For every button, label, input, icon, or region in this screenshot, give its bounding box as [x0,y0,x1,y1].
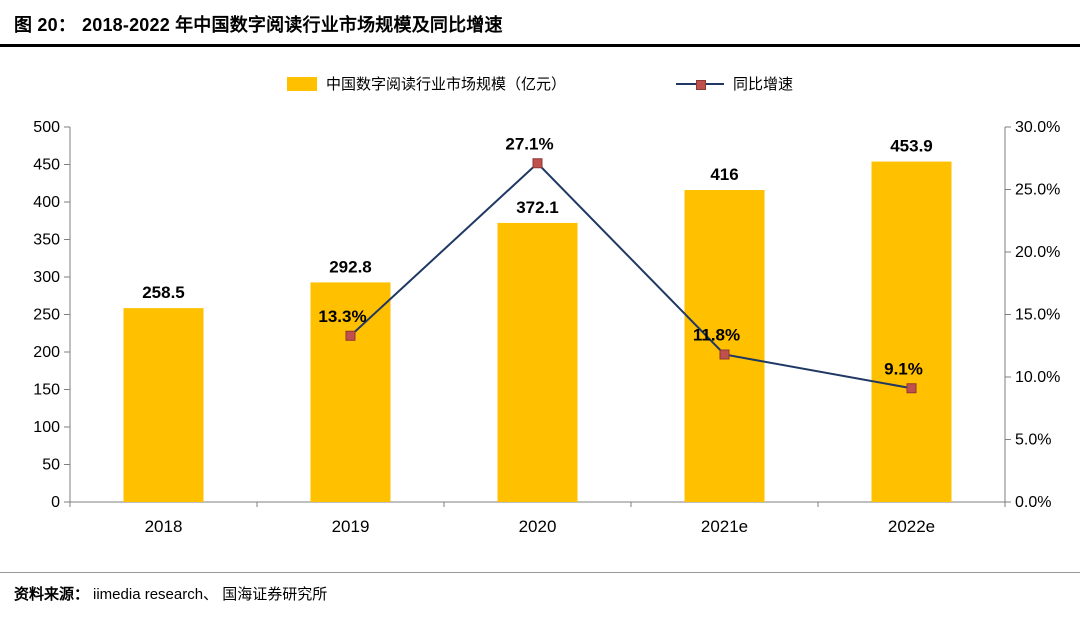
right-axis-tick-label: 15.0% [1015,307,1060,324]
legend-item-line: 同比增速 [676,73,793,94]
right-axis-tick-label: 25.0% [1015,182,1060,199]
left-axis-tick-label: 400 [33,194,60,211]
category-label-2018: 2018 [145,517,183,536]
bar-value-label-2018: 258.5 [142,283,185,302]
bar-2021e [684,190,765,502]
category-label-2022e: 2022e [888,517,935,536]
line-value-label-2019: 13.3% [318,307,366,326]
line-marker-2021e [719,349,730,360]
line-value-label-2022e: 9.1% [884,359,923,378]
legend-line-label: 同比增速 [733,76,794,93]
source-prefix: 资料来源： [14,586,90,603]
figure-title: 2018-2022 年中国数字阅读行业市场规模及同比增速 [82,15,503,35]
right-axis-tick-label: 0.0% [1015,494,1051,511]
bar-value-label-2021e: 416 [710,165,738,184]
chart-svg: 0 50 100 150 200 250 300 350 400 450 500 0.0% 5.0% 10… [33,119,1060,536]
source-text: iimedia research、 国海证券研究所 [93,586,328,603]
bar-value-label-2020: 372.1 [516,198,559,217]
line-marker-2020 [532,158,543,169]
category-label-2020: 2020 [519,517,557,536]
right-axis-tick-label: 10.0% [1015,369,1060,386]
left-axis-tick-label: 300 [33,269,60,286]
line-marker-2022e [906,383,917,394]
line-value-label-2020: 27.1% [505,134,553,153]
left-axis-tick-label: 0 [51,494,60,511]
line-swatch-icon [676,79,724,90]
line-marker-2019 [345,330,356,341]
left-axis-tick-label: 150 [33,382,60,399]
figure-label: 图 20： [14,15,77,35]
bar-value-label-2019: 292.8 [329,257,372,276]
source-footer: 资料来源： iimedia research、 国海证券研究所 [0,572,1080,620]
combo-chart: 0 50 100 150 200 250 300 350 400 450 500 0.0% 5.0% 10… [0,102,1080,554]
chart-legend: 中国数字阅读行业市场规模（亿元） 同比增速 [0,73,1080,94]
legend-bar-label: 中国数字阅读行业市场规模（亿元） [325,76,566,93]
bar-2019 [310,282,391,502]
left-axis-tick-label: 50 [42,457,60,474]
bar-2022e [871,161,952,502]
bar-2018 [123,308,204,502]
legend-line-marker-icon [696,79,706,90]
bar-swatch-icon [286,76,317,91]
bar-2020 [497,222,578,503]
figure-header: 图 20： 2018-2022 年中国数字阅读行业市场规模及同比增速 [0,0,1080,44]
left-axis-tick-label: 250 [33,307,60,324]
right-axis-tick-label: 5.0% [1015,432,1051,449]
line-value-label-2021e: 11.8% [693,326,740,345]
left-axis-tick-label: 200 [33,344,60,361]
left-axis-tick-label: 100 [33,419,60,436]
left-axis-tick-label: 350 [33,232,60,249]
left-axis-tick-label: 450 [33,157,60,174]
bar-value-label-2022e: 453.9 [890,137,933,156]
left-axis-tick-label: 500 [33,119,60,136]
right-axis-tick-label: 20.0% [1015,244,1060,261]
category-label-2021e: 2021e [701,517,748,536]
right-axis-tick-label: 30.0% [1015,119,1060,136]
growth-line [349,161,912,390]
title-underline [0,44,1080,47]
legend-item-bar: 中国数字阅读行业市场规模（亿元） [286,73,566,94]
category-label-2019: 2019 [332,517,370,536]
